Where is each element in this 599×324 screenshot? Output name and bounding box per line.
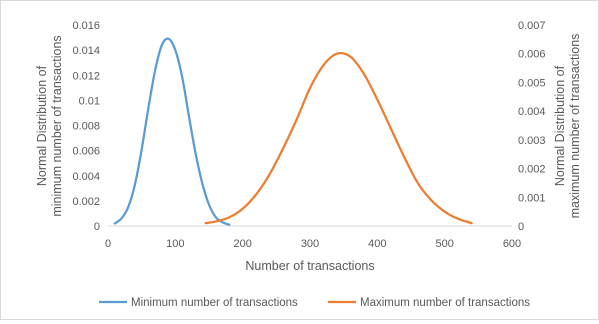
y-tick-left-label: 0 xyxy=(94,221,100,233)
y-tick-left-label: 0.004 xyxy=(72,171,100,183)
x-tick-label: 0 xyxy=(105,238,111,250)
x-tick-label: 100 xyxy=(166,238,184,250)
legend-label-maximum: Maximum number of transactions xyxy=(360,297,530,309)
chart-svg: 0 0.002 0.004 0.006 0.008 0.01 0.012 0.014 0.016… xyxy=(35,20,582,309)
y-tick-left-label: 0.01 xyxy=(79,95,100,107)
legend: Minimum number of transactions Maximum nu… xyxy=(99,297,530,309)
legend-label-minimum: Minimum number of transactions xyxy=(131,297,298,309)
series-line-maximum xyxy=(204,51,473,225)
series-line-minimum xyxy=(113,37,231,226)
y-tick-right-label: 0.003 xyxy=(518,135,546,147)
x-tick-label: 600 xyxy=(503,238,521,250)
y-tick-right-label: 0.002 xyxy=(518,164,546,176)
y-tick-left-label: 0.008 xyxy=(72,121,100,133)
y-tick-right-label: 0.005 xyxy=(518,77,546,89)
y-axis-title-left-text: Normal Distribution ofminimum number of … xyxy=(35,35,64,216)
y-axis-title-right-text: Normal Distribution ofmaximum number of … xyxy=(553,34,582,219)
y-tick-right-label: 0.006 xyxy=(518,49,546,61)
y-tick-right-label: 0.001 xyxy=(518,192,546,204)
x-tick-label: 500 xyxy=(435,238,453,250)
y-tick-left-label: 0.006 xyxy=(72,146,100,158)
x-tick-label: 400 xyxy=(368,238,386,250)
y-tick-left-label: 0.016 xyxy=(72,20,100,32)
y-axis-title-left: Normal Distribution ofminimum number of … xyxy=(35,35,64,216)
y-tick-right-label: 0 xyxy=(518,221,524,233)
y-tick-right-label: 0.007 xyxy=(518,20,546,32)
x-axis-title: Number of transactions xyxy=(245,259,374,273)
y-tick-left-label: 0.014 xyxy=(72,45,100,57)
y-axis-title-right: Normal Distribution ofmaximum number of … xyxy=(553,34,582,219)
y-tick-left-label: 0.002 xyxy=(72,196,100,208)
x-tick-label: 300 xyxy=(301,238,319,250)
y-tick-left-label: 0.012 xyxy=(72,70,100,82)
y-tick-right-label: 0.004 xyxy=(518,106,546,118)
x-tick-label: 200 xyxy=(233,238,251,250)
